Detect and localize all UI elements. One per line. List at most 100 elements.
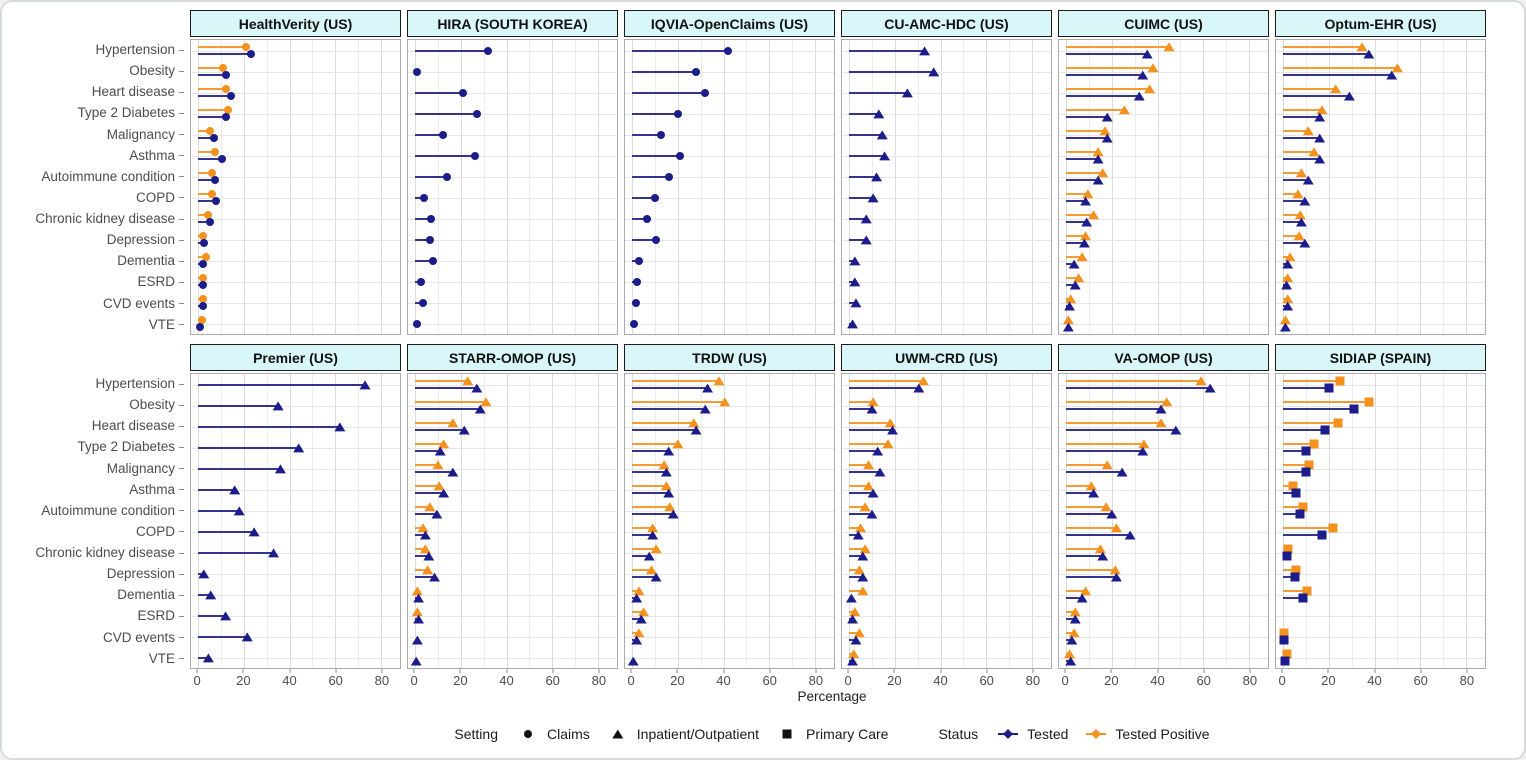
marker-tested-positive (664, 502, 676, 512)
x-axis-ticks: 0 20 40 60 80 (1275, 669, 1486, 689)
lollipop-line-tested (1283, 74, 1392, 77)
lollipop-line-tested (632, 217, 647, 220)
lollipop-line-tested-positive (1283, 234, 1300, 237)
gridline-horizontal (1059, 71, 1268, 73)
marker-tested (205, 590, 217, 600)
gridline-horizontal (408, 197, 617, 199)
gridline-vertical (552, 374, 554, 668)
marker-tested (652, 235, 661, 244)
marker-tested (667, 509, 679, 519)
lollipop-line-tested (849, 49, 925, 52)
facet-uwm-crd-us-: UWM-CRD (US) 0 20 40 60 80 (841, 344, 1052, 689)
gridline-vertical (1466, 374, 1468, 668)
marker-tested (411, 635, 423, 645)
lollipop-line-tested (849, 301, 856, 304)
facet-panel (1275, 373, 1486, 669)
y-axis-label: Malignancy (2, 458, 184, 479)
lollipop-line-tested-positive (415, 568, 428, 571)
lollipop-line-tested-positive (632, 505, 670, 508)
lollipop-line-tested-positive (1066, 192, 1088, 195)
gridline-vertical (871, 374, 873, 668)
marker-tested (1137, 70, 1149, 80)
gridline-horizontal (1059, 92, 1268, 94)
marker-tested (196, 323, 205, 332)
y-axis-label: Asthma (2, 145, 184, 166)
y-axis-label: Chronic kidney disease (2, 542, 184, 563)
x-tick-label: 60 (762, 673, 777, 688)
lollipop-line-tested-positive (849, 589, 863, 592)
gridline-horizontal (1059, 531, 1268, 533)
lollipop-line-tested (1283, 450, 1306, 453)
x-tick-label: 60 (1413, 673, 1428, 688)
marker-tested (1092, 175, 1104, 185)
gridline-vertical (871, 40, 873, 334)
gridline-vertical (220, 374, 222, 668)
marker-tested-positive (198, 294, 207, 303)
marker-tested-positive (1101, 460, 1113, 470)
marker-tested-positive (719, 397, 731, 407)
x-tick-mark (940, 669, 941, 673)
marker-tested-positive (1283, 544, 1293, 554)
gridline-vertical (677, 40, 679, 334)
gridline-horizontal (408, 384, 617, 386)
gridline-horizontal (191, 594, 400, 596)
y-tick-mark (179, 324, 184, 326)
gridline-vertical (1328, 40, 1330, 334)
x-tick-label: 20 (670, 673, 685, 688)
gridline-horizontal (842, 71, 1051, 73)
y-axis-label-text: ESRD (137, 608, 175, 624)
marker-tested-positive (1195, 376, 1207, 386)
lollipop-line-tested-positive (632, 631, 639, 634)
legend-item-setting: Inpatient/Outpatient (608, 726, 759, 742)
gridline-vertical (289, 40, 291, 334)
marker-tested (218, 155, 227, 164)
gridline-vertical (437, 40, 439, 334)
lollipop-line-tested-positive (632, 463, 665, 466)
x-tick-mark (1249, 669, 1251, 673)
marker-tested (413, 319, 422, 328)
gridline-vertical (849, 40, 851, 334)
gridline-horizontal (1059, 176, 1268, 178)
facet-panel (190, 373, 401, 669)
gridline-horizontal (1059, 239, 1268, 241)
gridline-horizontal (1276, 384, 1485, 386)
marker-tested-positive (859, 544, 871, 554)
marker-tested-positive (1097, 168, 1109, 178)
marker-tested (676, 151, 685, 160)
gridline-horizontal (408, 573, 617, 575)
marker-tested (419, 298, 428, 307)
marker-tested (1291, 488, 1301, 498)
marker-tested-positive (438, 439, 450, 449)
gridline-vertical (381, 374, 383, 668)
gridline-horizontal (1276, 531, 1485, 533)
marker-tested (724, 46, 733, 55)
gridline-vertical (1420, 374, 1422, 668)
marker-tested (663, 488, 675, 498)
marker-tested (359, 380, 371, 390)
y-tick-mark (179, 218, 184, 220)
gridline-vertical (1397, 40, 1399, 334)
y-axis-labels: Hypertension Obesity Heart disease Type 2 D… (2, 373, 184, 669)
marker-tested (1301, 467, 1311, 477)
lollipop-line-tested (632, 49, 729, 52)
gridline-horizontal (191, 636, 400, 638)
gridline-horizontal (1059, 323, 1268, 325)
lollipop-line-tested-positive (415, 463, 438, 466)
marker-tested (650, 572, 662, 582)
x-tick-mark (242, 669, 244, 673)
marker-tested-positive (417, 523, 429, 533)
x-tick-mark (847, 669, 849, 673)
y-axis-label: Dementia (2, 584, 184, 605)
marker-tested (1299, 238, 1311, 248)
marker-tested (1279, 635, 1289, 645)
gridline-vertical (1088, 40, 1090, 334)
gridline-horizontal (408, 71, 617, 73)
marker-tested (1069, 280, 1081, 290)
gridline-horizontal (1059, 468, 1268, 470)
lollipop-line-tested (632, 555, 650, 558)
marker-tested (1110, 572, 1122, 582)
y-tick-mark (179, 239, 184, 241)
marker-tested (660, 467, 672, 477)
facet-cu-amc-hdc-us-: CU-AMC-HDC (US) (841, 10, 1052, 335)
lollipop-line-tested (198, 179, 216, 182)
